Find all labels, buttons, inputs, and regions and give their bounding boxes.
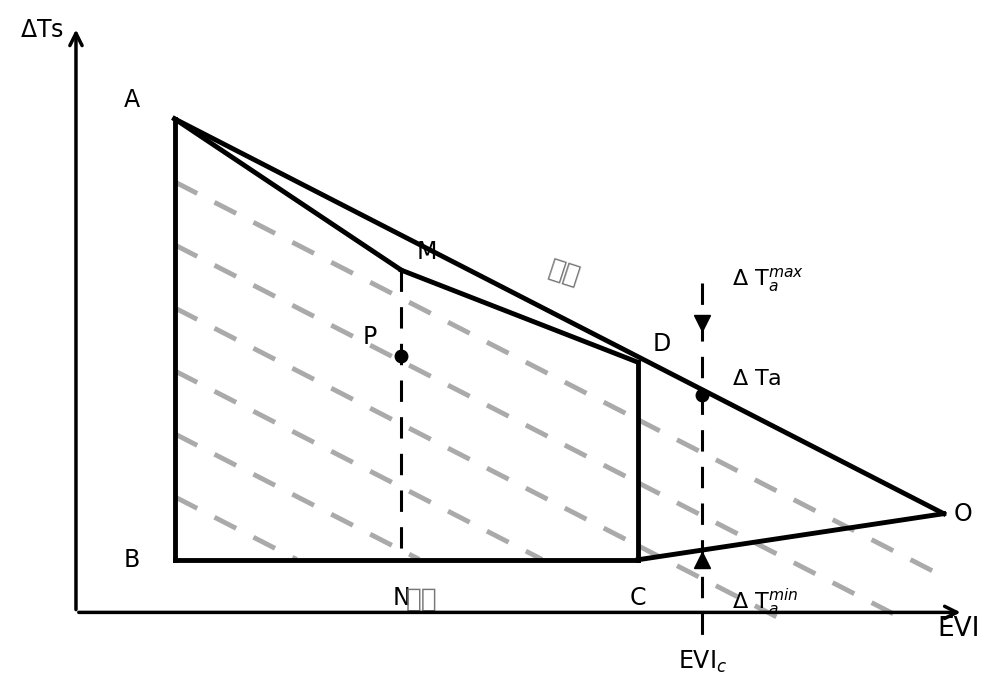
Text: O: O — [954, 501, 972, 525]
Text: A: A — [124, 88, 140, 112]
Text: 干边: 干边 — [545, 256, 583, 290]
Text: M: M — [416, 240, 437, 264]
Text: D: D — [653, 332, 671, 356]
Text: C: C — [630, 586, 646, 610]
Text: $\Delta$ T$_a^{min}$: $\Delta$ T$_a^{min}$ — [732, 587, 798, 618]
Text: $\Delta$ Ta: $\Delta$ Ta — [732, 369, 781, 388]
Text: EVI: EVI — [937, 616, 980, 642]
Text: B: B — [124, 548, 140, 572]
Text: N: N — [393, 586, 410, 610]
Text: EVI$_c$: EVI$_c$ — [678, 649, 727, 675]
Text: P: P — [362, 325, 377, 349]
Text: 湿边: 湿边 — [405, 586, 437, 612]
Text: $\Delta$Ts: $\Delta$Ts — [20, 18, 63, 42]
Text: $\Delta$ T$_a^{max}$: $\Delta$ T$_a^{max}$ — [732, 266, 804, 294]
